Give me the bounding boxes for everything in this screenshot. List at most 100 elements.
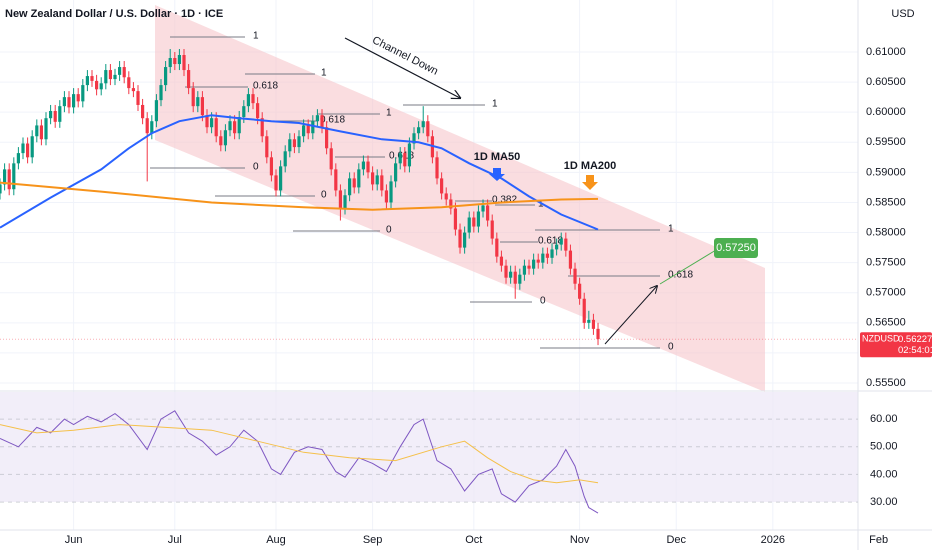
candle-body [297, 136, 301, 148]
candle-body [187, 70, 191, 89]
ma200-label: 1D MA200 [564, 160, 617, 172]
candle-body [16, 153, 21, 164]
y-tick-label: 0.59000 [866, 166, 906, 178]
rsi-pane [0, 410, 858, 514]
candle-body [449, 199, 453, 209]
candle-body [536, 259, 540, 263]
candle-body [168, 58, 172, 68]
candle-body [555, 244, 559, 250]
candle-body [228, 121, 232, 131]
candle-body [246, 94, 251, 107]
y-tick-label: 0.55500 [866, 377, 906, 389]
axes: New Zealand Dollar / U.S. Dollar · 1D · … [5, 8, 932, 546]
projection-arrow [604, 286, 657, 345]
candle-body [518, 274, 522, 284]
candle-body [315, 115, 320, 122]
candle-body [118, 67, 122, 75]
candle-body [242, 106, 246, 117]
x-tick-label: Sep [363, 534, 383, 546]
fib-label: 0 [386, 225, 392, 236]
y-tick-label: 0.58000 [866, 226, 906, 238]
candle-body [113, 74, 117, 80]
candle-body [58, 106, 62, 122]
candle-body [398, 153, 402, 164]
candle-body [205, 115, 209, 128]
x-tick-label: Oct [465, 534, 482, 546]
candle-body [472, 217, 476, 227]
candle-body [7, 169, 11, 190]
candle-body [522, 265, 527, 275]
candle-body [265, 136, 269, 158]
candle-body [0, 184, 2, 194]
candle-body [3, 169, 7, 185]
candle-body [371, 172, 375, 185]
currency: USD [891, 8, 914, 20]
candle-body [53, 110, 57, 122]
candle-body [141, 104, 145, 119]
candle-body [210, 118, 214, 128]
candle-body [311, 121, 315, 134]
candle-body [108, 70, 113, 80]
fib-label: 1 [668, 224, 674, 235]
candle-body [85, 76, 90, 86]
candle-body [233, 121, 237, 134]
x-tick-label: 2026 [761, 534, 785, 546]
candle-body [587, 319, 591, 323]
line [0, 181, 599, 211]
candle-body [219, 136, 223, 146]
candle-body [196, 97, 200, 107]
chart-title: New Zealand Dollar / U.S. Dollar · 1D · … [5, 8, 223, 20]
fib-label: 0.618 [320, 115, 345, 126]
candle-body [104, 70, 108, 84]
candle-body [81, 85, 85, 102]
candle-body [30, 136, 34, 158]
candle-body [306, 125, 310, 134]
candle-body [12, 163, 16, 190]
candle-body [274, 175, 278, 191]
candle-body [578, 283, 582, 299]
candle-body [338, 190, 343, 209]
candle-body [191, 88, 195, 107]
candle-body [403, 153, 407, 167]
ma50-pointer [489, 168, 505, 181]
candle-body [279, 166, 283, 191]
candle-body [343, 195, 347, 209]
candle-body [26, 143, 30, 158]
plot [0, 48, 858, 346]
candle-body [550, 249, 554, 258]
candle-body [164, 67, 168, 86]
fib-label: 0 [321, 190, 327, 201]
x-tick-label: Jul [168, 534, 182, 546]
fib-label: 1 [321, 68, 327, 79]
candle-body [389, 181, 393, 203]
x-tick-label: Dec [666, 534, 686, 546]
x-tick-label: Jun [65, 534, 83, 546]
candle-body [490, 220, 494, 239]
candle-body [39, 125, 44, 140]
candle-body [237, 117, 241, 134]
fib-label: 1 [492, 99, 498, 110]
candle-body [532, 259, 536, 269]
candle-body [334, 169, 338, 191]
candle-body [458, 229, 462, 248]
candle-body [348, 178, 352, 196]
fib-label: 0 [253, 162, 259, 173]
candle-body [67, 97, 71, 108]
y-tick-label: 0.61000 [866, 46, 906, 58]
candle-body [182, 55, 186, 71]
fib-label: 0.618 [538, 236, 563, 247]
candle-body [76, 94, 80, 102]
candle-body [352, 178, 356, 188]
candle-body [325, 127, 329, 149]
candle-body [361, 161, 366, 170]
candle-body [283, 151, 287, 167]
candle-body [426, 121, 430, 137]
candle-body [44, 118, 48, 140]
candle-body [582, 298, 586, 323]
line [0, 114, 599, 231]
y-tick-label: 30.00 [870, 496, 898, 508]
candle-body [453, 208, 458, 230]
candle-body [150, 121, 154, 134]
fib-label: 0 [668, 342, 674, 353]
